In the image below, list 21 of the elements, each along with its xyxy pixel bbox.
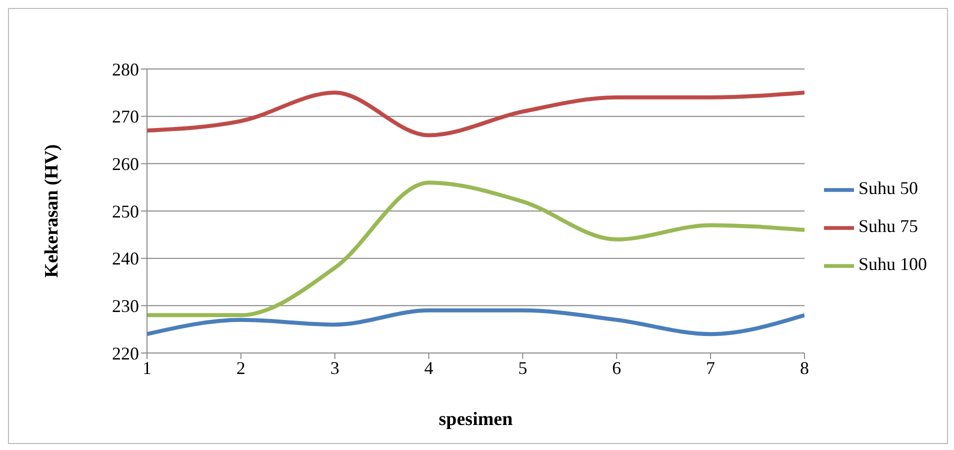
x-tick-label: 1 [142,358,152,378]
x-tick-label: 6 [612,358,622,378]
y-tick-label: 260 [112,154,139,174]
y-tick-label: 270 [112,106,139,127]
y-tick-label: 280 [112,59,139,80]
legend-label: Suhu 50 [858,178,918,198]
y-tick-label: 240 [112,248,139,269]
y-axis-title: Kekerasan (HV) [42,144,63,278]
line-series [147,308,804,336]
y-tick-label: 220 [112,343,139,364]
x-axis-title: spesimen [438,409,514,430]
legend-label: Suhu 75 [858,216,918,236]
y-tick-label: 250 [112,201,139,222]
x-tick-label: 3 [330,358,340,378]
y-tick-label: 230 [112,296,139,316]
x-tick-label: 8 [800,358,809,378]
x-tick-label: 7 [706,358,716,378]
x-tick-label: 2 [236,358,246,378]
x-tick-label: 5 [518,358,528,378]
x-tick-label: 4 [424,358,434,378]
legend-label: Suhu 100 [858,254,927,274]
